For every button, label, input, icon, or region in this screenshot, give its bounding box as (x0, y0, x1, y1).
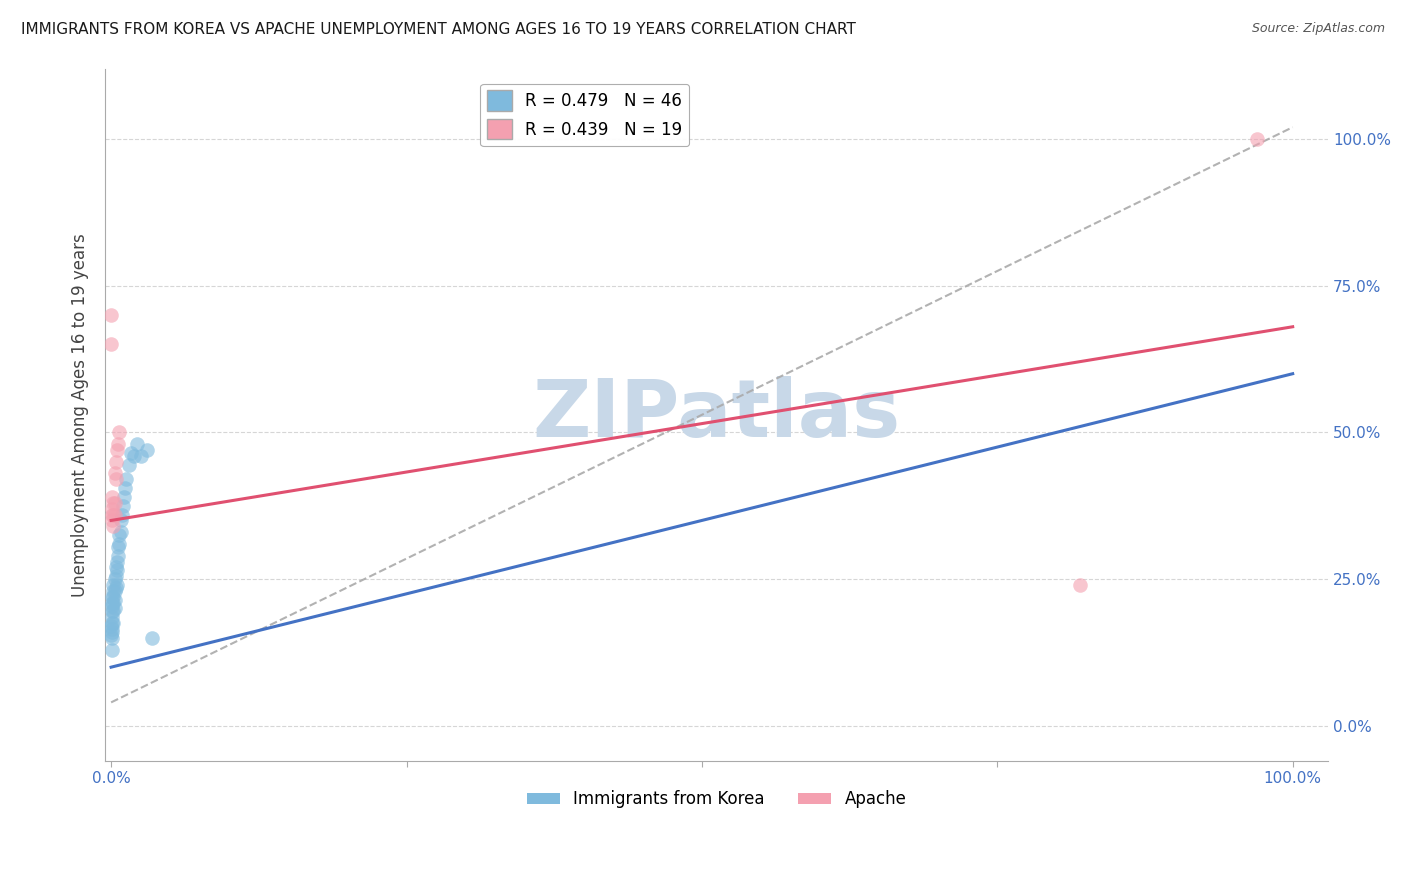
Point (104, 496, 127, 510)
Point (104, 592, 127, 607)
Point (107, 549, 129, 563)
Point (103, 616, 125, 631)
Point (101, 631, 124, 645)
Point (101, 501, 124, 516)
Point (104, 601, 127, 615)
Point (110, 525, 132, 540)
Point (107, 540, 129, 554)
Point (101, 590, 124, 604)
Point (108, 528, 131, 542)
Point (105, 578, 128, 592)
Point (103, 583, 125, 598)
Point (129, 449, 152, 463)
Point (100, 337, 122, 351)
Point (111, 508, 134, 522)
Point (101, 490, 124, 504)
Point (112, 490, 135, 504)
Point (1069, 578, 1091, 592)
Legend: Immigrants from Korea, Apache: Immigrants from Korea, Apache (520, 784, 914, 815)
Point (103, 508, 125, 522)
Point (101, 610, 124, 624)
Point (100, 628, 122, 642)
Point (141, 631, 163, 645)
Point (105, 555, 128, 569)
Point (127, 437, 149, 451)
Text: IMMIGRANTS FROM KOREA VS APACHE UNEMPLOYMENT AMONG AGES 16 TO 19 YEARS CORRELATI: IMMIGRANTS FROM KOREA VS APACHE UNEMPLOY… (21, 22, 856, 37)
Point (111, 499, 134, 513)
Point (101, 596, 124, 610)
Y-axis label: Unemployment Among Ages 16 to 19 years: Unemployment Among Ages 16 to 19 years (72, 233, 89, 597)
Point (104, 572, 127, 586)
Point (104, 467, 127, 481)
Point (101, 616, 124, 631)
Point (103, 578, 125, 592)
Point (104, 455, 127, 469)
Point (107, 437, 129, 451)
Point (103, 519, 125, 533)
Point (100, 308, 122, 322)
Point (101, 642, 124, 657)
Point (103, 590, 125, 604)
Point (110, 513, 132, 527)
Point (108, 537, 131, 551)
Text: ZIPatlas: ZIPatlas (533, 376, 901, 454)
Point (114, 481, 136, 495)
Point (122, 449, 145, 463)
Point (115, 472, 138, 486)
Point (104, 569, 127, 583)
Point (108, 425, 131, 440)
Point (1246, 132, 1268, 146)
Point (105, 442, 128, 457)
Point (105, 563, 128, 577)
Point (101, 599, 124, 613)
Point (120, 446, 142, 460)
Point (104, 581, 127, 595)
Point (103, 596, 125, 610)
Point (103, 496, 125, 510)
Point (101, 604, 124, 618)
Point (118, 458, 141, 472)
Point (103, 604, 125, 618)
Point (104, 583, 127, 598)
Point (135, 442, 157, 457)
Point (101, 508, 124, 522)
Point (101, 624, 124, 639)
Point (101, 513, 124, 527)
Text: Source: ZipAtlas.com: Source: ZipAtlas.com (1251, 22, 1385, 36)
Point (104, 472, 127, 486)
Point (100, 619, 122, 633)
Point (101, 622, 124, 636)
Point (104, 508, 127, 522)
Point (104, 560, 127, 574)
